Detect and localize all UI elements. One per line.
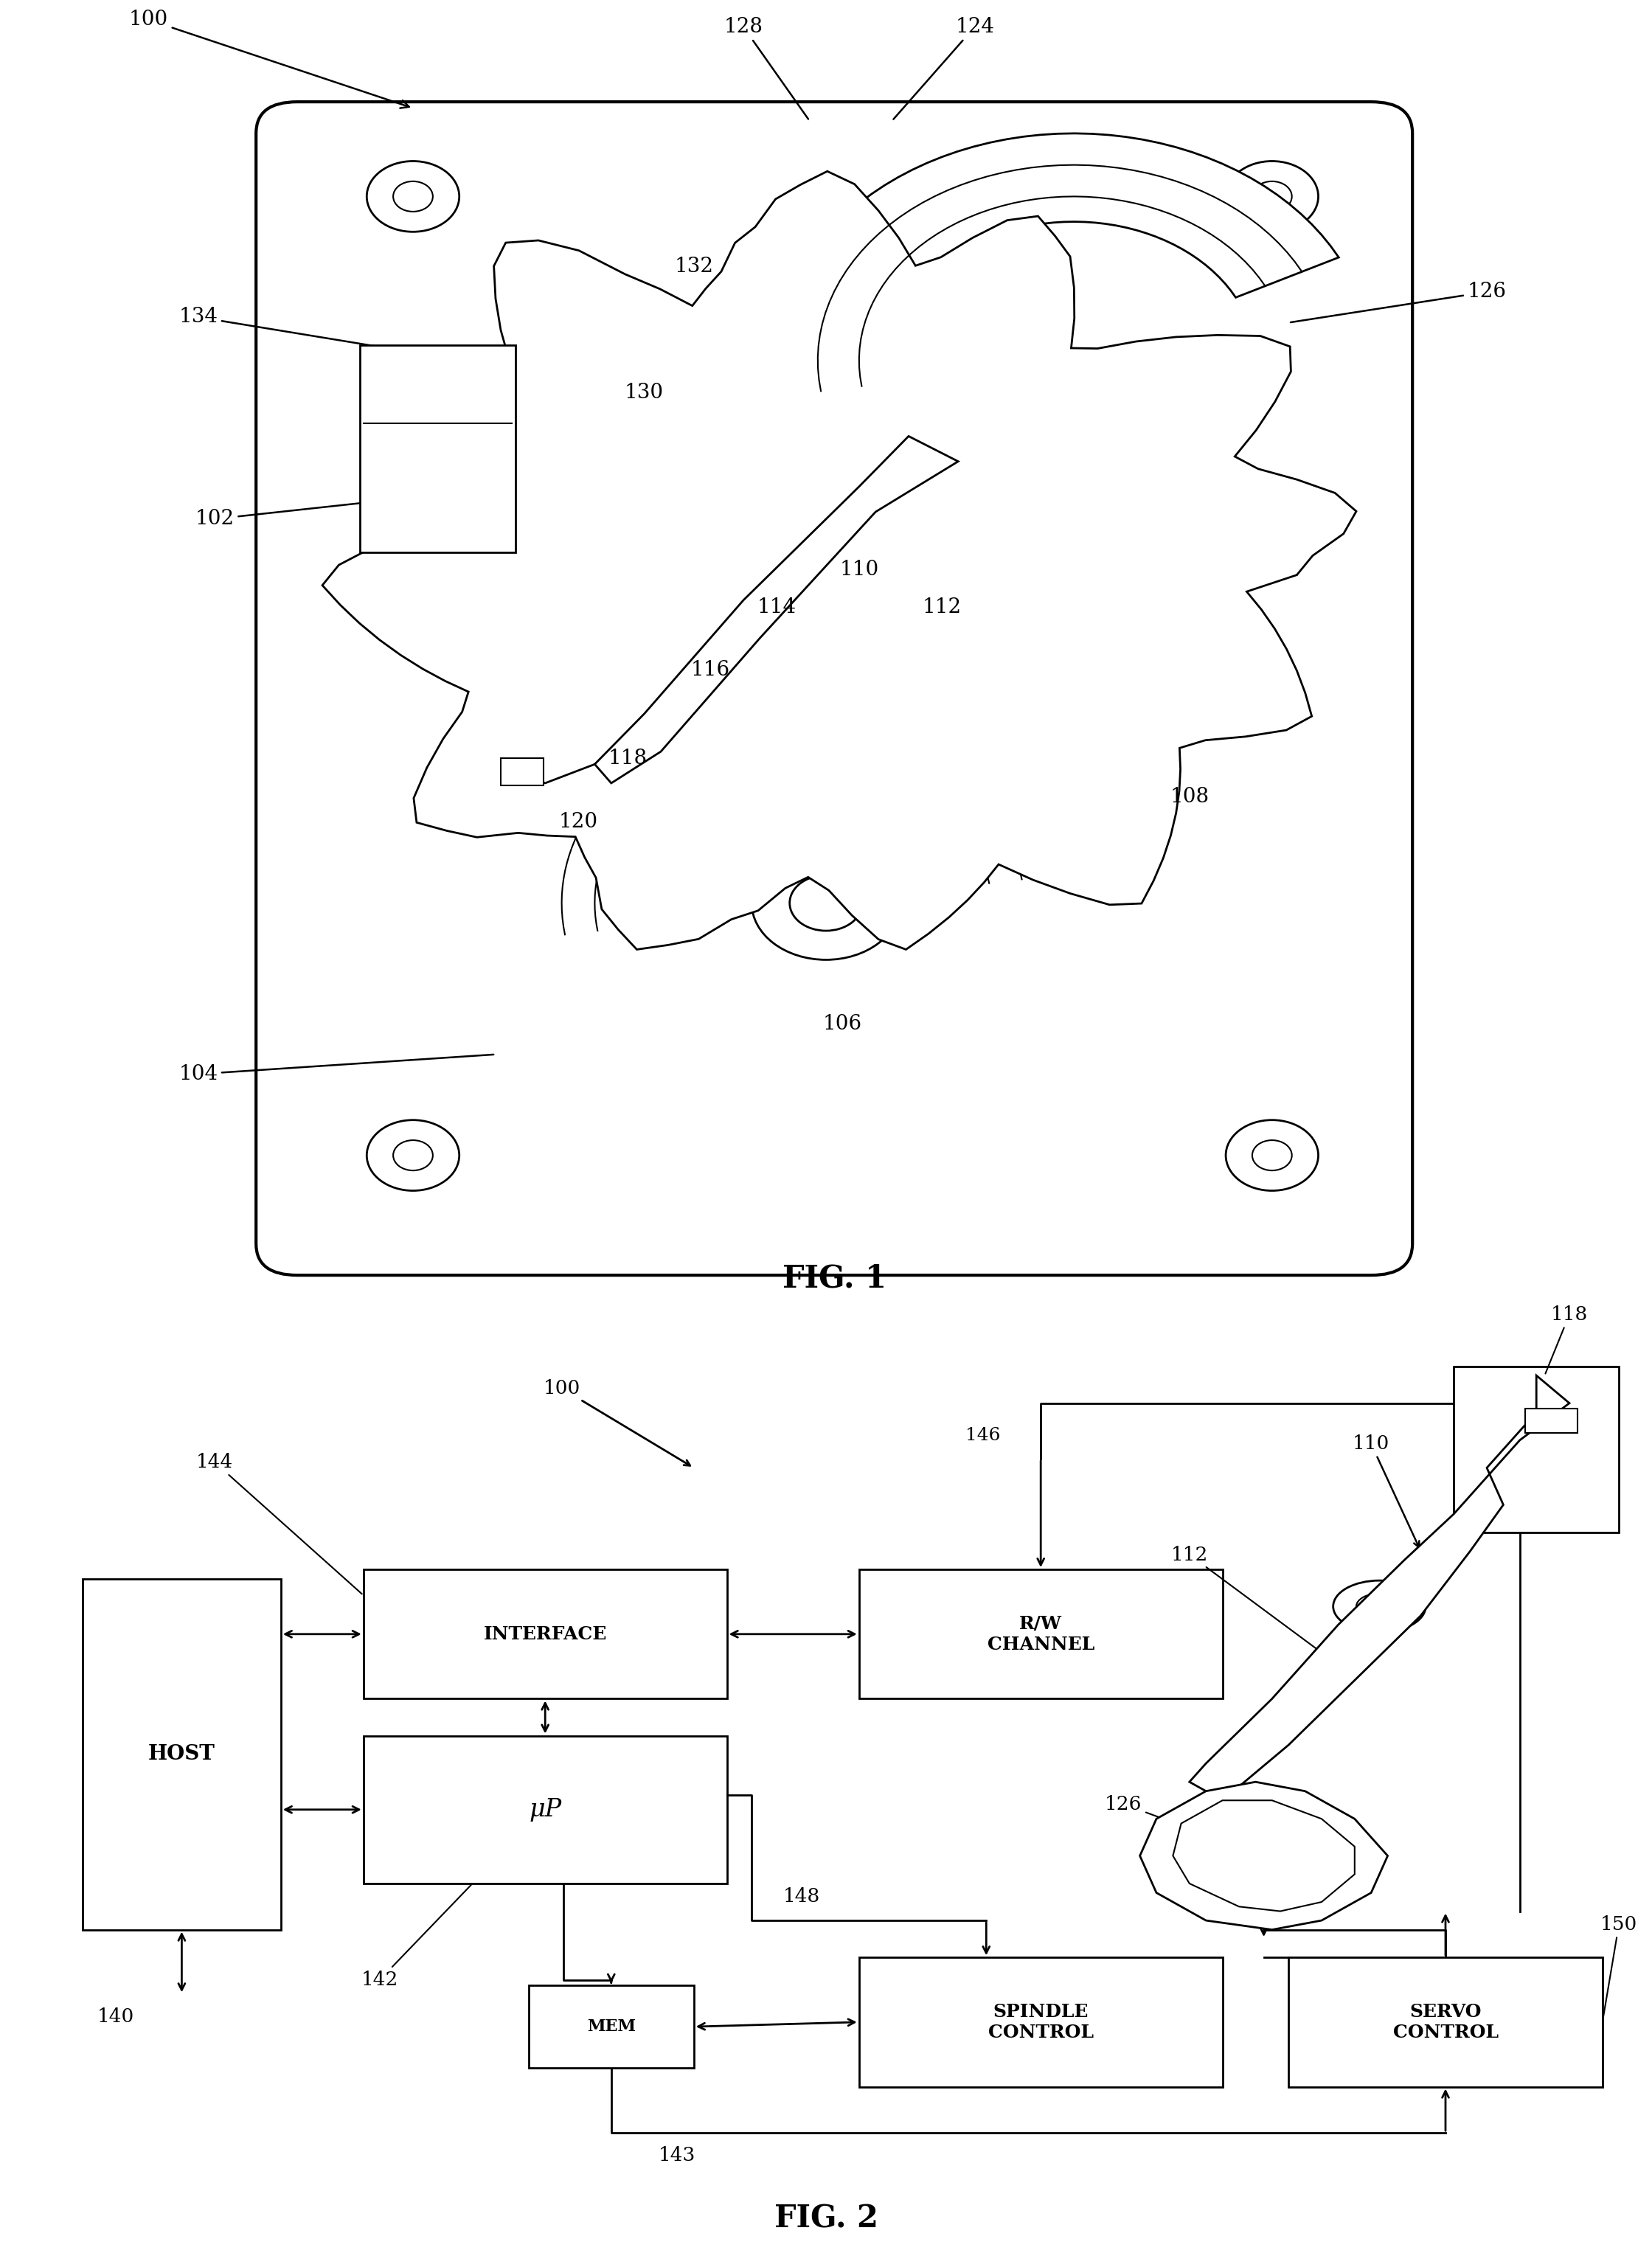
Text: 112: 112 [1171, 1546, 1320, 1651]
Text: SERVO
CONTROL: SERVO CONTROL [1393, 2003, 1498, 2041]
Text: 120: 120 [558, 811, 598, 831]
Text: 143: 143 [659, 2145, 695, 2165]
Text: FIG. 1: FIG. 1 [783, 1264, 885, 1293]
Text: 142: 142 [362, 1886, 471, 1989]
Polygon shape [1140, 1782, 1388, 1929]
Text: 130: 130 [624, 383, 664, 403]
Text: 134: 134 [178, 306, 461, 360]
FancyBboxPatch shape [1525, 1408, 1578, 1433]
Text: μP: μP [529, 1798, 562, 1820]
Text: 110: 110 [1353, 1435, 1419, 1548]
Text: 118: 118 [1545, 1304, 1588, 1374]
Text: 102: 102 [195, 487, 510, 529]
Text: INTERFACE: INTERFACE [484, 1624, 606, 1642]
Text: 118: 118 [608, 748, 648, 768]
Text: 108: 108 [1170, 786, 1209, 807]
Polygon shape [1189, 1374, 1569, 1800]
FancyBboxPatch shape [83, 1579, 281, 1929]
FancyBboxPatch shape [256, 101, 1412, 1275]
Text: R/W
CHANNEL: R/W CHANNEL [988, 1615, 1094, 1654]
Text: 124: 124 [894, 18, 995, 119]
Text: 110: 110 [839, 559, 879, 579]
FancyBboxPatch shape [529, 1985, 694, 2068]
Polygon shape [322, 171, 1356, 949]
FancyBboxPatch shape [1454, 1365, 1619, 1532]
Text: 126: 126 [1290, 282, 1507, 322]
Circle shape [932, 442, 952, 457]
FancyBboxPatch shape [859, 1958, 1222, 2086]
Text: 150: 150 [1601, 1915, 1637, 2021]
FancyBboxPatch shape [1289, 1958, 1602, 2086]
Text: 132: 132 [674, 257, 714, 277]
FancyBboxPatch shape [859, 1570, 1222, 1699]
Text: MEM: MEM [586, 2019, 636, 2034]
Text: 128: 128 [724, 18, 808, 119]
Text: SPINDLE
CONTROL: SPINDLE CONTROL [988, 2003, 1094, 2041]
Text: 140: 140 [97, 2007, 134, 2025]
FancyBboxPatch shape [501, 757, 544, 786]
Text: 104: 104 [178, 1054, 494, 1084]
FancyBboxPatch shape [363, 1570, 727, 1699]
Text: 106: 106 [823, 1014, 862, 1034]
Circle shape [790, 874, 862, 930]
Polygon shape [1173, 1800, 1355, 1911]
Text: 114: 114 [757, 597, 796, 617]
Text: FIG. 2: FIG. 2 [775, 2203, 877, 2235]
FancyBboxPatch shape [360, 345, 515, 552]
Text: 126: 126 [1105, 1796, 1262, 1854]
FancyBboxPatch shape [363, 1735, 727, 1884]
Text: HOST: HOST [149, 1744, 215, 1764]
Text: 100: 100 [544, 1379, 691, 1467]
Text: 148: 148 [783, 1888, 819, 1906]
Polygon shape [776, 133, 1338, 397]
Text: 116: 116 [691, 660, 730, 680]
Text: 146: 146 [965, 1426, 1001, 1444]
Text: 144: 144 [197, 1453, 362, 1593]
Polygon shape [595, 437, 958, 784]
Text: 100: 100 [129, 9, 410, 108]
Text: 112: 112 [922, 597, 961, 617]
